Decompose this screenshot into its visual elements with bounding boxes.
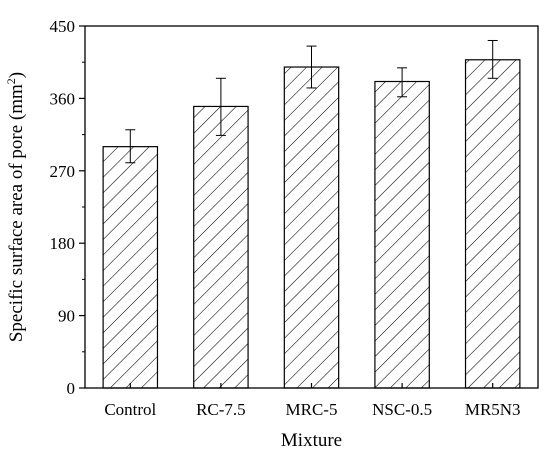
error-bar (397, 67, 408, 98)
bar-nsc-0-5 (374, 80, 430, 389)
error-bar (306, 45, 317, 89)
x-tick-label: MRC-5 (286, 400, 338, 419)
y-axis-title-suffix: ) (6, 72, 27, 78)
bar-control (102, 146, 159, 389)
x-tick-label: NSC-0.5 (372, 400, 432, 419)
bar-mrc-5 (283, 66, 340, 389)
bar-rc-7-5 (193, 105, 249, 389)
y-tick-label: 360 (50, 89, 76, 108)
error-bars-layer (125, 39, 498, 164)
y-tick-label: 180 (50, 234, 76, 253)
bar-mr5n3 (464, 59, 521, 389)
error-bar (487, 39, 498, 79)
y-tick-label: 450 (50, 17, 76, 36)
x-tick-label: MR5N3 (465, 400, 521, 419)
x-tick-label: RC-7.5 (196, 400, 246, 419)
y-tick-label: 0 (67, 379, 76, 398)
x-axis: Control RC-7.5 MRC-5 NSC-0.5 MR5N3 (104, 383, 521, 419)
x-tick-label: Control (104, 400, 156, 419)
y-tick-label: 90 (58, 307, 75, 326)
y-axis-title-superscript: 2 (4, 78, 18, 84)
bars-layer (102, 59, 521, 389)
error-bar (125, 129, 136, 164)
y-axis: 0 90 180 270 360 450 (50, 17, 85, 398)
y-axis-title-main: Specific surface area of pore (mm (6, 84, 27, 342)
error-bar (215, 77, 226, 136)
y-axis-title: Specific surface area of pore (mm2) (4, 72, 27, 342)
x-axis-title: Mixture (281, 430, 342, 451)
y-tick-label: 270 (50, 162, 76, 181)
